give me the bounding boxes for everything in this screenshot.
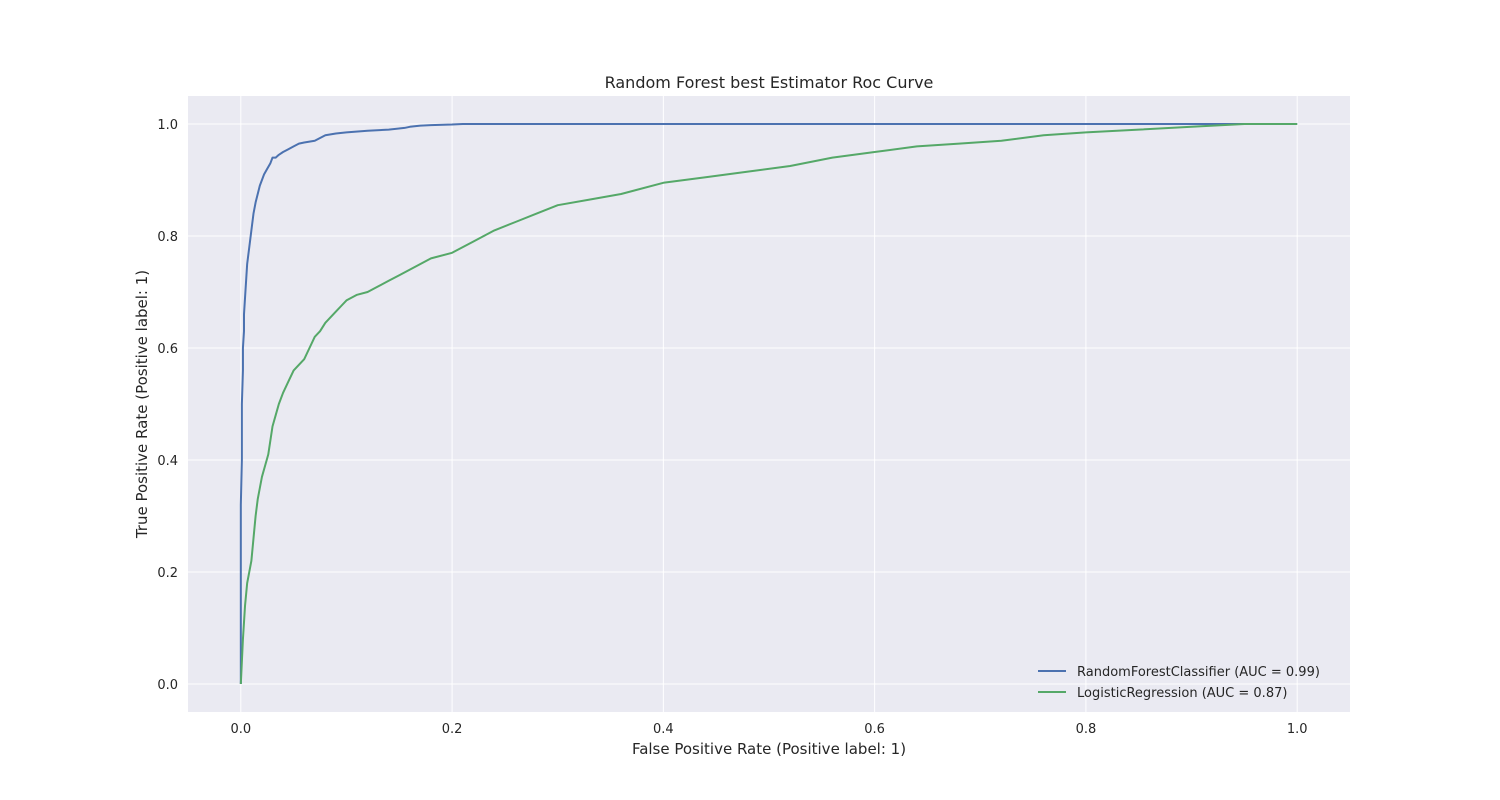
y-axis-label: True Positive Rate (Positive label: 1) (133, 270, 151, 539)
series-line-randomforest (239, 123, 1298, 684)
y-axis-ticks: 0.0 0.2 0.4 0.6 0.8 1.0 (157, 118, 178, 693)
x-tick-label: 0.4 (653, 722, 674, 737)
x-tick-label: 1.0 (1287, 722, 1308, 737)
legend-label-logisticregression: LogisticRegression (AUC = 0.87) (1077, 686, 1287, 701)
x-tick-label: 0.6 (864, 722, 885, 737)
y-tick-label: 0.0 (157, 678, 178, 693)
x-tick-label: 0.8 (1076, 722, 1097, 737)
plot-area-background (188, 96, 1350, 712)
legend: RandomForestClassifier (AUC = 0.99) Logi… (1038, 665, 1320, 701)
y-tick-label: 0.4 (157, 454, 178, 469)
x-tick-label: 0.0 (230, 722, 251, 737)
x-tick-label: 0.2 (442, 722, 463, 737)
x-axis-ticks: 0.0 0.2 0.4 0.6 0.8 1.0 (230, 722, 1307, 737)
legend-label-randomforest: RandomForestClassifier (AUC = 0.99) (1077, 665, 1320, 680)
y-tick-label: 0.8 (157, 230, 178, 245)
y-tick-label: 0.6 (157, 342, 178, 357)
y-tick-label: 1.0 (157, 118, 178, 133)
series-line-logisticregression (239, 123, 1298, 685)
grid-lines (188, 96, 1350, 712)
chart-title: Random Forest best Estimator Roc Curve (605, 73, 934, 92)
x-axis-label: False Positive Rate (Positive label: 1) (632, 740, 906, 758)
series-layer (239, 123, 1298, 685)
y-tick-label: 0.2 (157, 566, 178, 581)
